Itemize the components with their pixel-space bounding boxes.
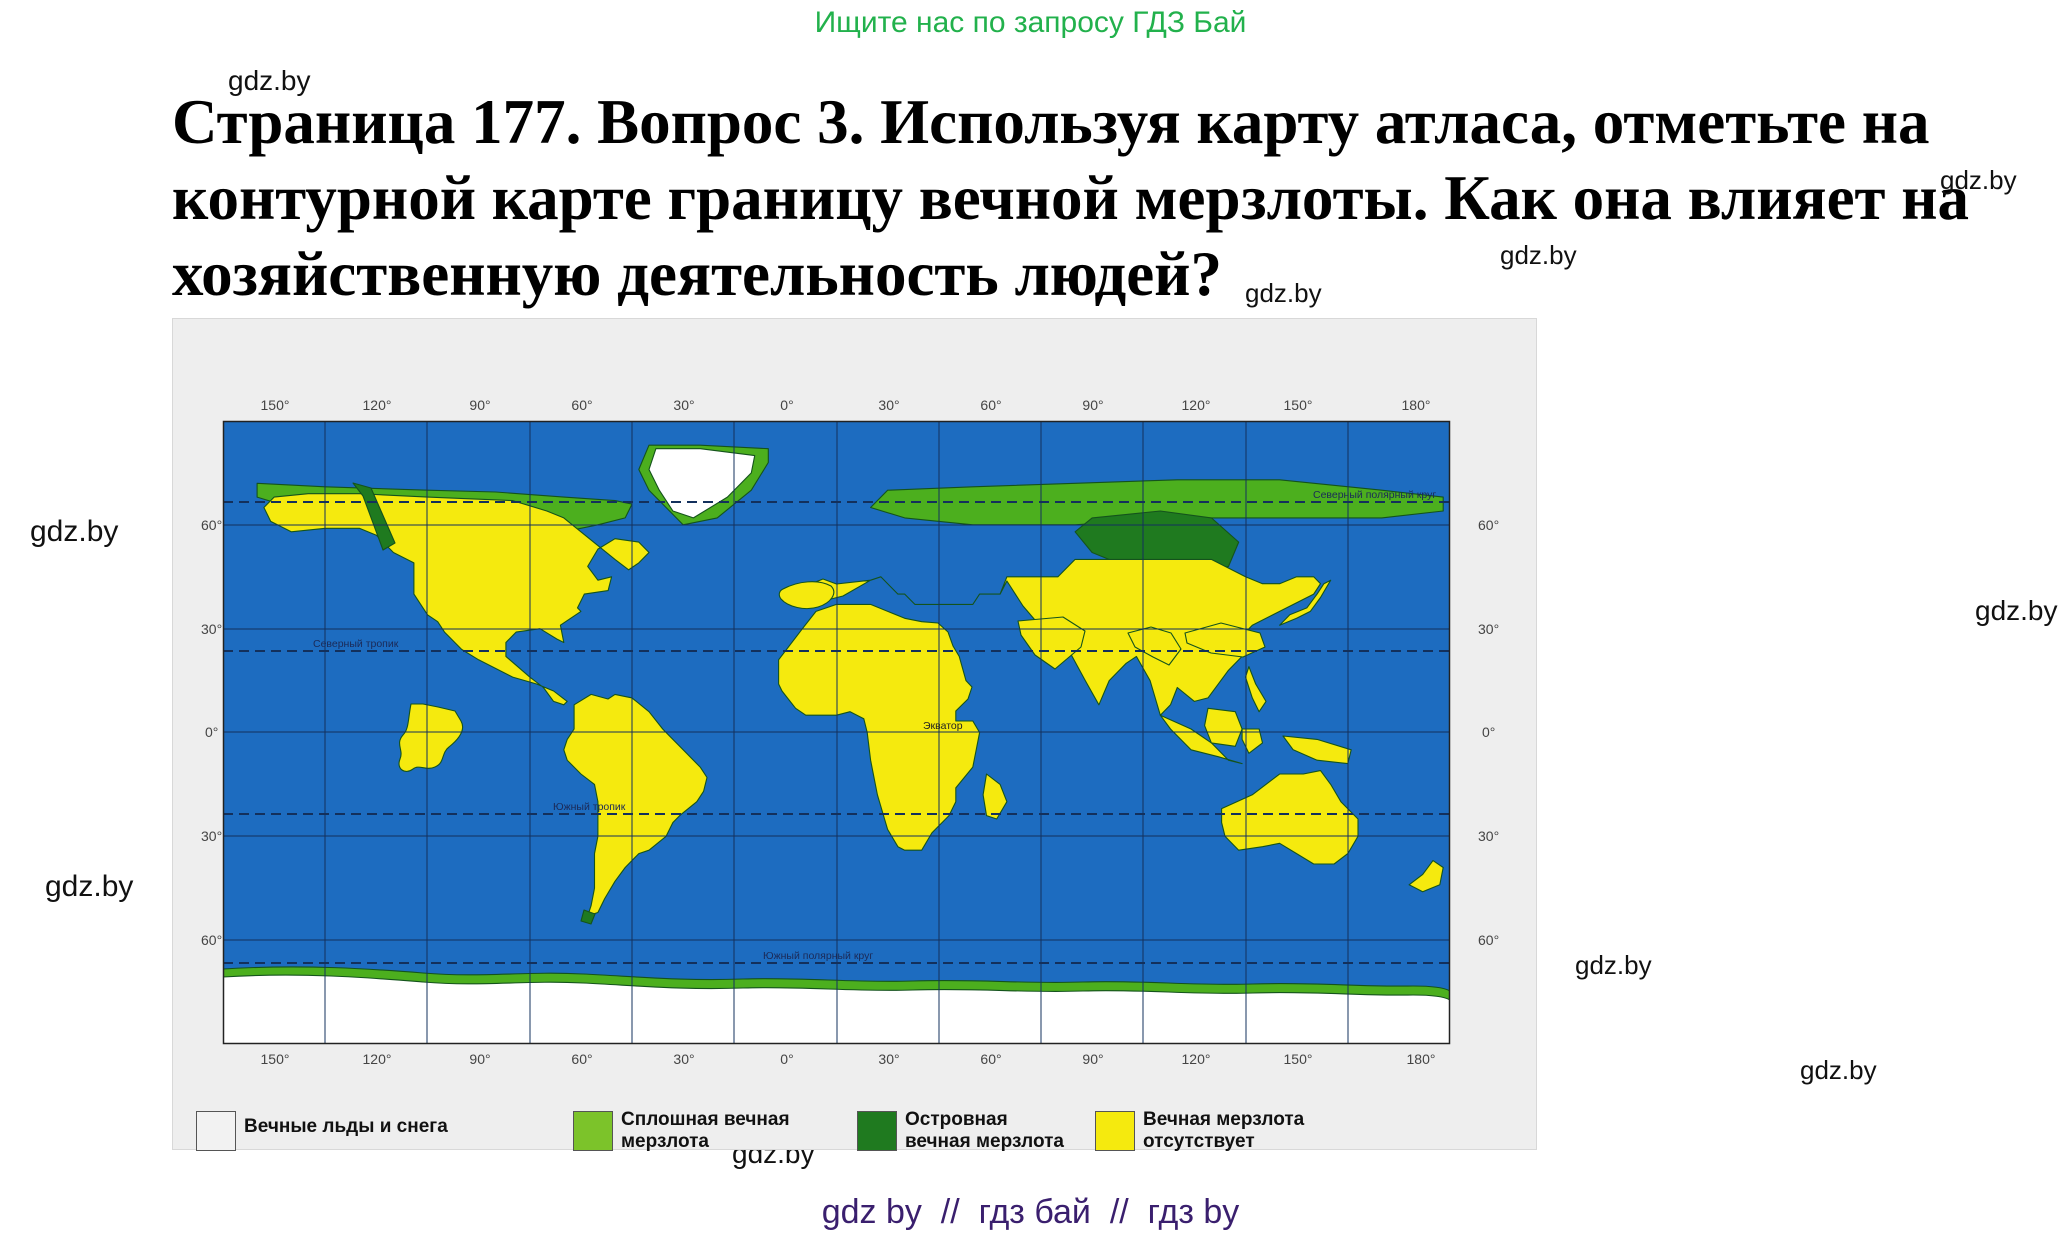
- svg-text:Южный тропик: Южный тропик: [553, 801, 626, 813]
- svg-text:Экватор: Экватор: [923, 720, 963, 732]
- svg-text:Южный полярный круг: Южный полярный круг: [763, 950, 873, 962]
- svg-text:Северный полярный круг: Северный полярный круг: [1313, 489, 1436, 501]
- svg-text:Северный тропик: Северный тропик: [313, 638, 399, 650]
